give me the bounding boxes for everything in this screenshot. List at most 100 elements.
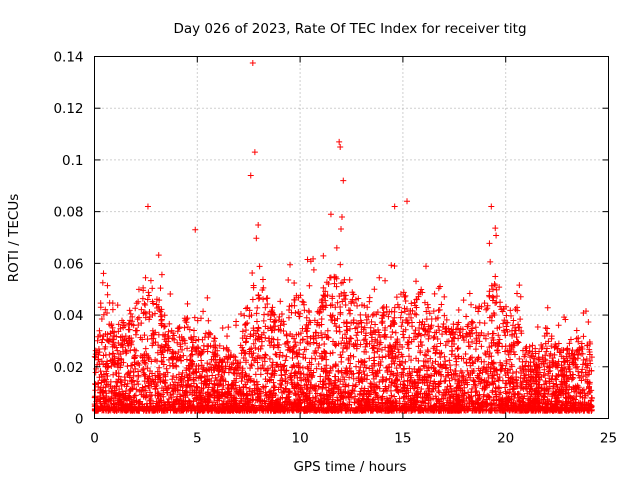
data-point <box>517 316 524 323</box>
data-point <box>114 379 121 386</box>
data-point <box>242 320 249 327</box>
data-point <box>346 276 353 283</box>
data-point <box>264 370 271 377</box>
data-point <box>419 342 426 349</box>
data-point <box>468 301 475 308</box>
data-point <box>568 376 575 383</box>
data-point <box>472 346 479 353</box>
data-point <box>542 324 549 331</box>
data-point <box>371 349 378 356</box>
data-point <box>421 390 428 397</box>
data-point <box>566 340 573 347</box>
data-point <box>250 284 257 291</box>
data-point <box>455 307 462 314</box>
data-point <box>198 357 205 364</box>
data-point <box>135 368 142 375</box>
data-point <box>155 342 162 349</box>
data-point <box>149 285 156 292</box>
data-point <box>510 317 517 324</box>
data-point <box>583 355 590 362</box>
data-point <box>432 393 439 400</box>
data-point <box>338 358 345 365</box>
data-point <box>487 258 494 265</box>
data-point <box>495 377 502 384</box>
data-point <box>329 312 336 319</box>
data-point <box>401 294 408 301</box>
data-point <box>442 377 449 384</box>
data-point <box>454 346 461 353</box>
data-point <box>529 342 536 349</box>
data-point <box>243 338 250 345</box>
data-point <box>399 331 406 338</box>
data-point <box>536 348 543 355</box>
data-point <box>388 262 395 269</box>
data-point <box>411 310 418 317</box>
data-point <box>124 370 131 377</box>
data-point <box>563 387 570 394</box>
data-point <box>364 304 371 311</box>
data-point <box>503 312 510 319</box>
data-point <box>142 345 149 352</box>
data-point <box>473 388 480 395</box>
data-point <box>447 366 454 373</box>
data-point <box>469 325 476 332</box>
data-point <box>580 386 587 393</box>
data-point <box>529 348 536 355</box>
data-point <box>326 274 333 281</box>
data-point <box>124 363 131 370</box>
data-point <box>376 385 383 392</box>
data-point <box>200 308 207 315</box>
data-point <box>219 325 226 332</box>
data-point <box>372 321 379 328</box>
data-point <box>425 400 432 407</box>
data-point <box>453 361 460 368</box>
data-point <box>391 262 398 269</box>
data-point <box>94 337 101 344</box>
data-point <box>252 371 259 378</box>
data-point <box>277 298 284 305</box>
data-point <box>415 357 422 364</box>
data-point <box>337 261 344 268</box>
data-point <box>496 284 503 291</box>
data-point <box>315 361 322 368</box>
data-point <box>318 329 325 336</box>
data-point <box>291 280 298 287</box>
data-point <box>134 378 141 385</box>
data-point <box>492 273 499 280</box>
data-point <box>142 274 149 281</box>
data-point <box>271 383 278 390</box>
data-point <box>95 345 102 352</box>
data-point <box>126 374 133 381</box>
data-point <box>575 368 582 375</box>
data-point <box>205 317 212 324</box>
data-point <box>388 392 395 399</box>
data-point <box>262 351 269 358</box>
data-point <box>342 302 349 309</box>
data-point <box>455 344 462 351</box>
data-point <box>579 366 586 373</box>
data-point <box>183 356 190 363</box>
data-point <box>381 332 388 339</box>
data-point <box>257 371 264 378</box>
data-point <box>182 388 189 395</box>
data-point <box>134 316 141 323</box>
data-point <box>264 295 271 302</box>
data-point <box>117 325 124 332</box>
data-point <box>539 343 546 350</box>
data-point <box>135 314 142 321</box>
data-point <box>441 293 448 300</box>
data-point <box>157 285 164 292</box>
data-point <box>495 332 502 339</box>
data-point <box>96 327 103 334</box>
data-point <box>127 310 134 317</box>
data-point <box>331 280 338 287</box>
data-point <box>194 317 201 324</box>
data-point <box>178 357 185 364</box>
data-point <box>415 343 422 350</box>
data-point <box>250 332 257 339</box>
data-point <box>392 329 399 336</box>
data-point <box>299 364 306 371</box>
data-point <box>132 331 139 338</box>
data-point <box>338 340 345 347</box>
